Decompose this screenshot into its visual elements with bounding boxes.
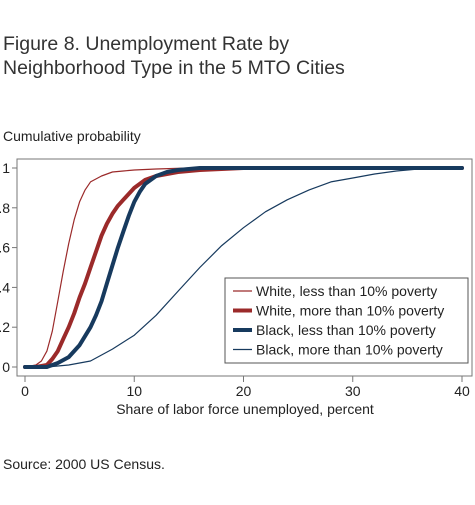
legend-label: White, less than 10% poverty	[256, 283, 437, 299]
legend-label: Black, more than 10% poverty	[256, 342, 443, 358]
y-tick-label: .8	[0, 200, 10, 216]
x-tick-label: 0	[21, 383, 29, 399]
legend-box	[224, 277, 469, 364]
y-tick-label: .6	[0, 240, 10, 256]
legend-label: Black, less than 10% poverty	[256, 322, 436, 338]
x-tick-label: 20	[236, 383, 252, 399]
chart-plot: 0 10 20 30 40 0 .2 .4 .6 .8 1 White, less than 10%…	[0, 158, 473, 417]
x-tick-label: 10	[126, 383, 142, 399]
chart-title: Figure 8. Unemployment Rate by Neighborh…	[3, 33, 345, 79]
source-note: Source: 2000 US Census.	[3, 456, 165, 472]
series-line-4	[24, 167, 463, 368]
series-line-3	[23, 166, 464, 369]
legend-label: White, more than 10% poverty	[256, 303, 444, 319]
y-tick-label: .2	[0, 319, 10, 335]
x-tick-label: 40	[454, 383, 470, 399]
y-axis-label: Cumulative probability	[3, 128, 141, 144]
y-tick-label: 1	[2, 160, 10, 176]
series-line-1	[24, 167, 463, 368]
y-tick-label: .4	[0, 279, 10, 295]
x-tick-label: 30	[345, 383, 361, 399]
y-tick-label: 0	[2, 359, 10, 375]
plot-area-frame	[16, 158, 473, 377]
x-axis-label: Share of labor force unemployed, percent	[116, 401, 374, 417]
